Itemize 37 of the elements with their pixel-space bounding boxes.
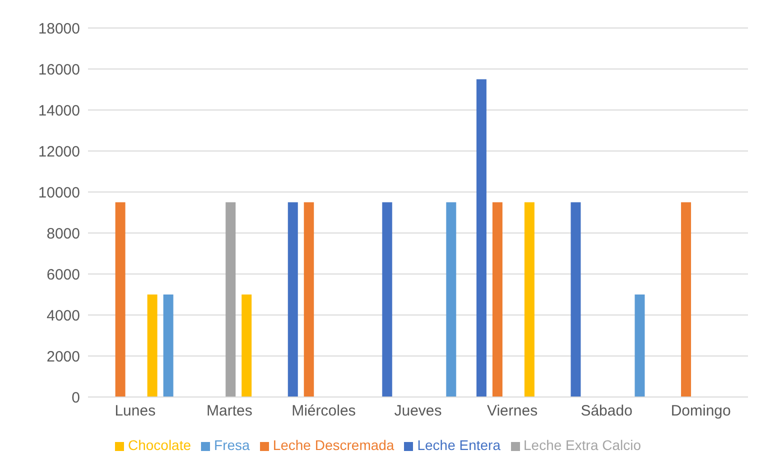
bar [476,79,486,397]
y-tick-label: 16000 [38,61,80,78]
bar [288,202,298,397]
legend-label: Chocolate [128,437,192,453]
bar [681,202,692,397]
y-tick-label: 10000 [38,184,80,202]
x-tick-label: Sábado [580,402,632,420]
bar [524,202,534,397]
y-tick-label: 2000 [46,348,80,366]
bar [115,202,126,397]
bar [382,202,392,397]
x-tick-label: Lunes [114,402,156,420]
y-tick-label: 6000 [46,266,80,284]
legend-label: Leche Descremada [272,437,394,453]
y-tick-label: 14000 [38,102,80,120]
x-tick-label: Viernes [486,402,538,420]
bar [147,294,158,397]
y-tick-label: 0 [72,389,80,406]
y-tick-label: 8000 [46,225,80,242]
bar [492,202,502,397]
bar [242,294,252,397]
x-tick-label: Martes [206,402,252,420]
bar [304,202,314,397]
legend-label: Fresa [214,437,250,453]
y-tick-label: 18000 [38,20,80,38]
bar [634,294,645,397]
y-tick-label: 12000 [38,143,80,160]
y-tick-label: 4000 [46,307,80,324]
bar [570,202,581,397]
legend-label: Leche Extra Calcio [524,437,642,453]
x-tick-label: Jueves [394,402,442,420]
bar [226,202,236,397]
bar [446,202,456,397]
x-tick-label: Domingo [670,402,731,420]
legend-label: Leche Entera [417,437,501,453]
bar [163,294,174,397]
x-tick-label: Miércoles [292,402,356,420]
